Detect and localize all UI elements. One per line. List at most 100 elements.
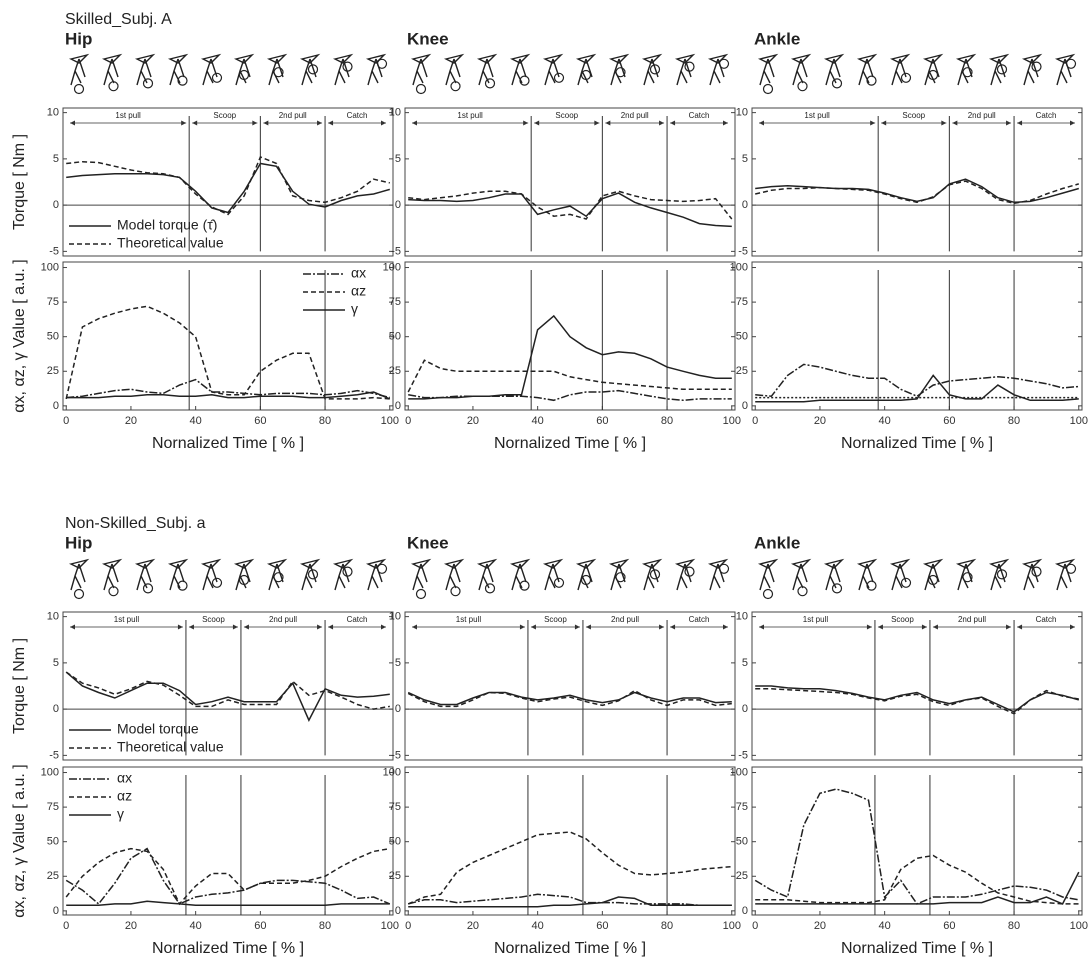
stick-figure [1054,558,1077,591]
figure-body [955,53,977,86]
y-tick-label: 50 [47,836,59,848]
figure-bar [177,580,188,591]
y-tick-label: 0 [742,400,748,412]
stick-figure [443,53,465,92]
figure-bar [73,83,85,95]
figure-bar [1065,563,1077,574]
figure-bar [1031,61,1042,72]
phase-label-bg [884,615,921,625]
stick-figure [134,558,156,594]
figure-body [266,558,288,591]
figure-bar [580,69,592,81]
phase-label-bg [274,111,311,121]
arrow-head [530,624,580,630]
figure-bar [927,69,939,81]
y-tick-label: 25 [736,365,748,377]
stick-figure [542,53,565,86]
y-tick-label: 5 [395,153,401,165]
joint-title: Hip [65,533,92,552]
figure-body [410,558,432,591]
series-line [755,871,1080,905]
stick-figure [955,558,977,591]
series-line [65,305,390,400]
y-tick-label: 0 [395,400,401,412]
stick-figure [856,53,878,86]
phase-label: Scoop [891,615,914,624]
x-tick-label: 40 [190,415,202,427]
x-tick-label: 60 [596,920,608,932]
plot-frame [404,766,736,916]
phase-label: Catch [689,615,710,624]
figure-body [200,558,222,591]
figure-bar [177,75,188,86]
plot-frame [751,611,1083,761]
phase-label-bg [452,111,489,121]
y-tick-label: 0 [742,199,748,211]
figure-bar [415,83,427,95]
x-axis-label: Nornalized Time [ % ] [841,435,993,452]
figure-bar [142,583,154,594]
stick-figure [790,558,812,597]
y-tick-label: 0 [742,703,748,715]
stick-figure [1021,53,1043,86]
figure-bar [718,563,730,574]
figure-bar [142,78,154,89]
stick-figure [68,558,90,600]
plot-frame [62,107,394,257]
joint-title: Knee [407,533,449,552]
legend-label: Theoretical value [117,235,224,251]
y-tick-label: 5 [395,657,401,669]
stick-figure [922,53,944,86]
figure-bar [342,566,353,577]
x-tick-label: 40 [532,415,544,427]
phase-label: 1st pull [457,111,483,120]
y-tick-label: 10 [736,611,748,623]
figure-body [233,558,255,591]
legend-label: αz [117,788,132,804]
figure-bar [927,574,939,586]
series-line [408,893,732,907]
figure-body [476,558,498,591]
phase-label: Catch [347,615,368,624]
figure-bar [762,588,774,600]
x-tick-label: 80 [319,415,331,427]
legend-label: Theoretical value [117,739,224,755]
plot-frame [62,261,394,411]
group-title: Non-Skilled_Subj. a [65,515,206,532]
y-tick-label: 50 [389,331,401,343]
figure-bar [553,577,565,588]
stick-figure [988,558,1010,591]
legend-label: γ [351,301,358,317]
figure-body [299,558,321,591]
figure-bar [900,72,912,83]
stick-figure [443,558,465,597]
figure-body [1054,53,1076,86]
y-tick-label: 0 [53,703,59,715]
stick-figure [167,53,189,86]
series-line [407,691,732,706]
y-tick-label: 25 [736,870,748,882]
figure-bar [762,83,774,95]
figure-bar [580,574,592,586]
figure-body [542,53,564,86]
x-tick-label: 40 [532,920,544,932]
x-tick-label: 100 [381,415,399,427]
stick-figure [608,558,630,591]
stick-figure [823,53,845,89]
figure-bar [962,67,973,78]
figure-body [856,558,878,591]
figure-bar [831,78,843,89]
phase-label-bg [681,615,718,625]
series-line [408,192,732,228]
plot-frame [751,107,1083,257]
y-tick-label: 25 [389,870,401,882]
figure-body [889,53,911,86]
phase-label: 2nd pull [611,615,639,624]
x-tick-label: 0 [752,920,758,932]
stick-figure [856,558,878,591]
phase-label-bg [206,111,243,121]
y-tick-label: 75 [389,801,401,813]
arrow-head [188,624,238,630]
y-tick-label: 50 [389,836,401,848]
x-tick-label: 100 [1070,920,1088,932]
